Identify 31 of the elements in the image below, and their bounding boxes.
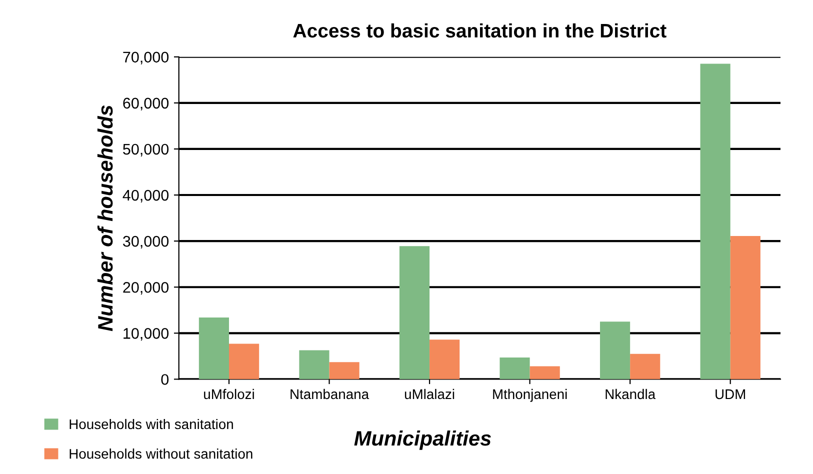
- y-tick-label: 50,000: [123, 144, 169, 156]
- bar: [500, 358, 530, 380]
- x-tick-label: uMlalazi: [404, 388, 454, 400]
- x-tick-label: Ntambanana: [290, 388, 370, 400]
- y-tick-label: 70,000: [123, 52, 169, 64]
- bar: [630, 354, 660, 380]
- bar: [530, 366, 560, 380]
- y-tick-label: 60,000: [123, 98, 169, 110]
- bar: [399, 246, 430, 380]
- legend-label: Households with sanitation: [70, 418, 233, 430]
- x-tick-label: Mthonjaneni: [493, 388, 567, 402]
- x-tick-label: uMfolozi: [204, 388, 254, 400]
- chart-title: Access to basic sanitation in the District: [293, 23, 666, 38]
- x-tick-label: UDM: [716, 389, 746, 400]
- bar: [299, 350, 330, 380]
- y-axis-title: Number of households: [97, 105, 113, 332]
- legend-label: Households without sanitation: [70, 448, 252, 459]
- y-tick-label: 30,000: [122, 236, 169, 249]
- y-tick-label: 0: [161, 374, 169, 385]
- x-tick-label: Nkandla: [606, 388, 656, 400]
- bar: [600, 322, 630, 380]
- bar: [228, 344, 260, 380]
- y-tick-label: 40,000: [122, 190, 169, 203]
- bar: [700, 64, 730, 380]
- bar: [430, 340, 460, 380]
- x-axis-title: Municipalities: [354, 430, 491, 450]
- bar: [329, 362, 360, 380]
- y-tick-label: 10,000: [124, 328, 169, 341]
- bar: [198, 318, 229, 380]
- bar: [730, 236, 760, 380]
- y-tick-label: 20,000: [123, 282, 169, 295]
